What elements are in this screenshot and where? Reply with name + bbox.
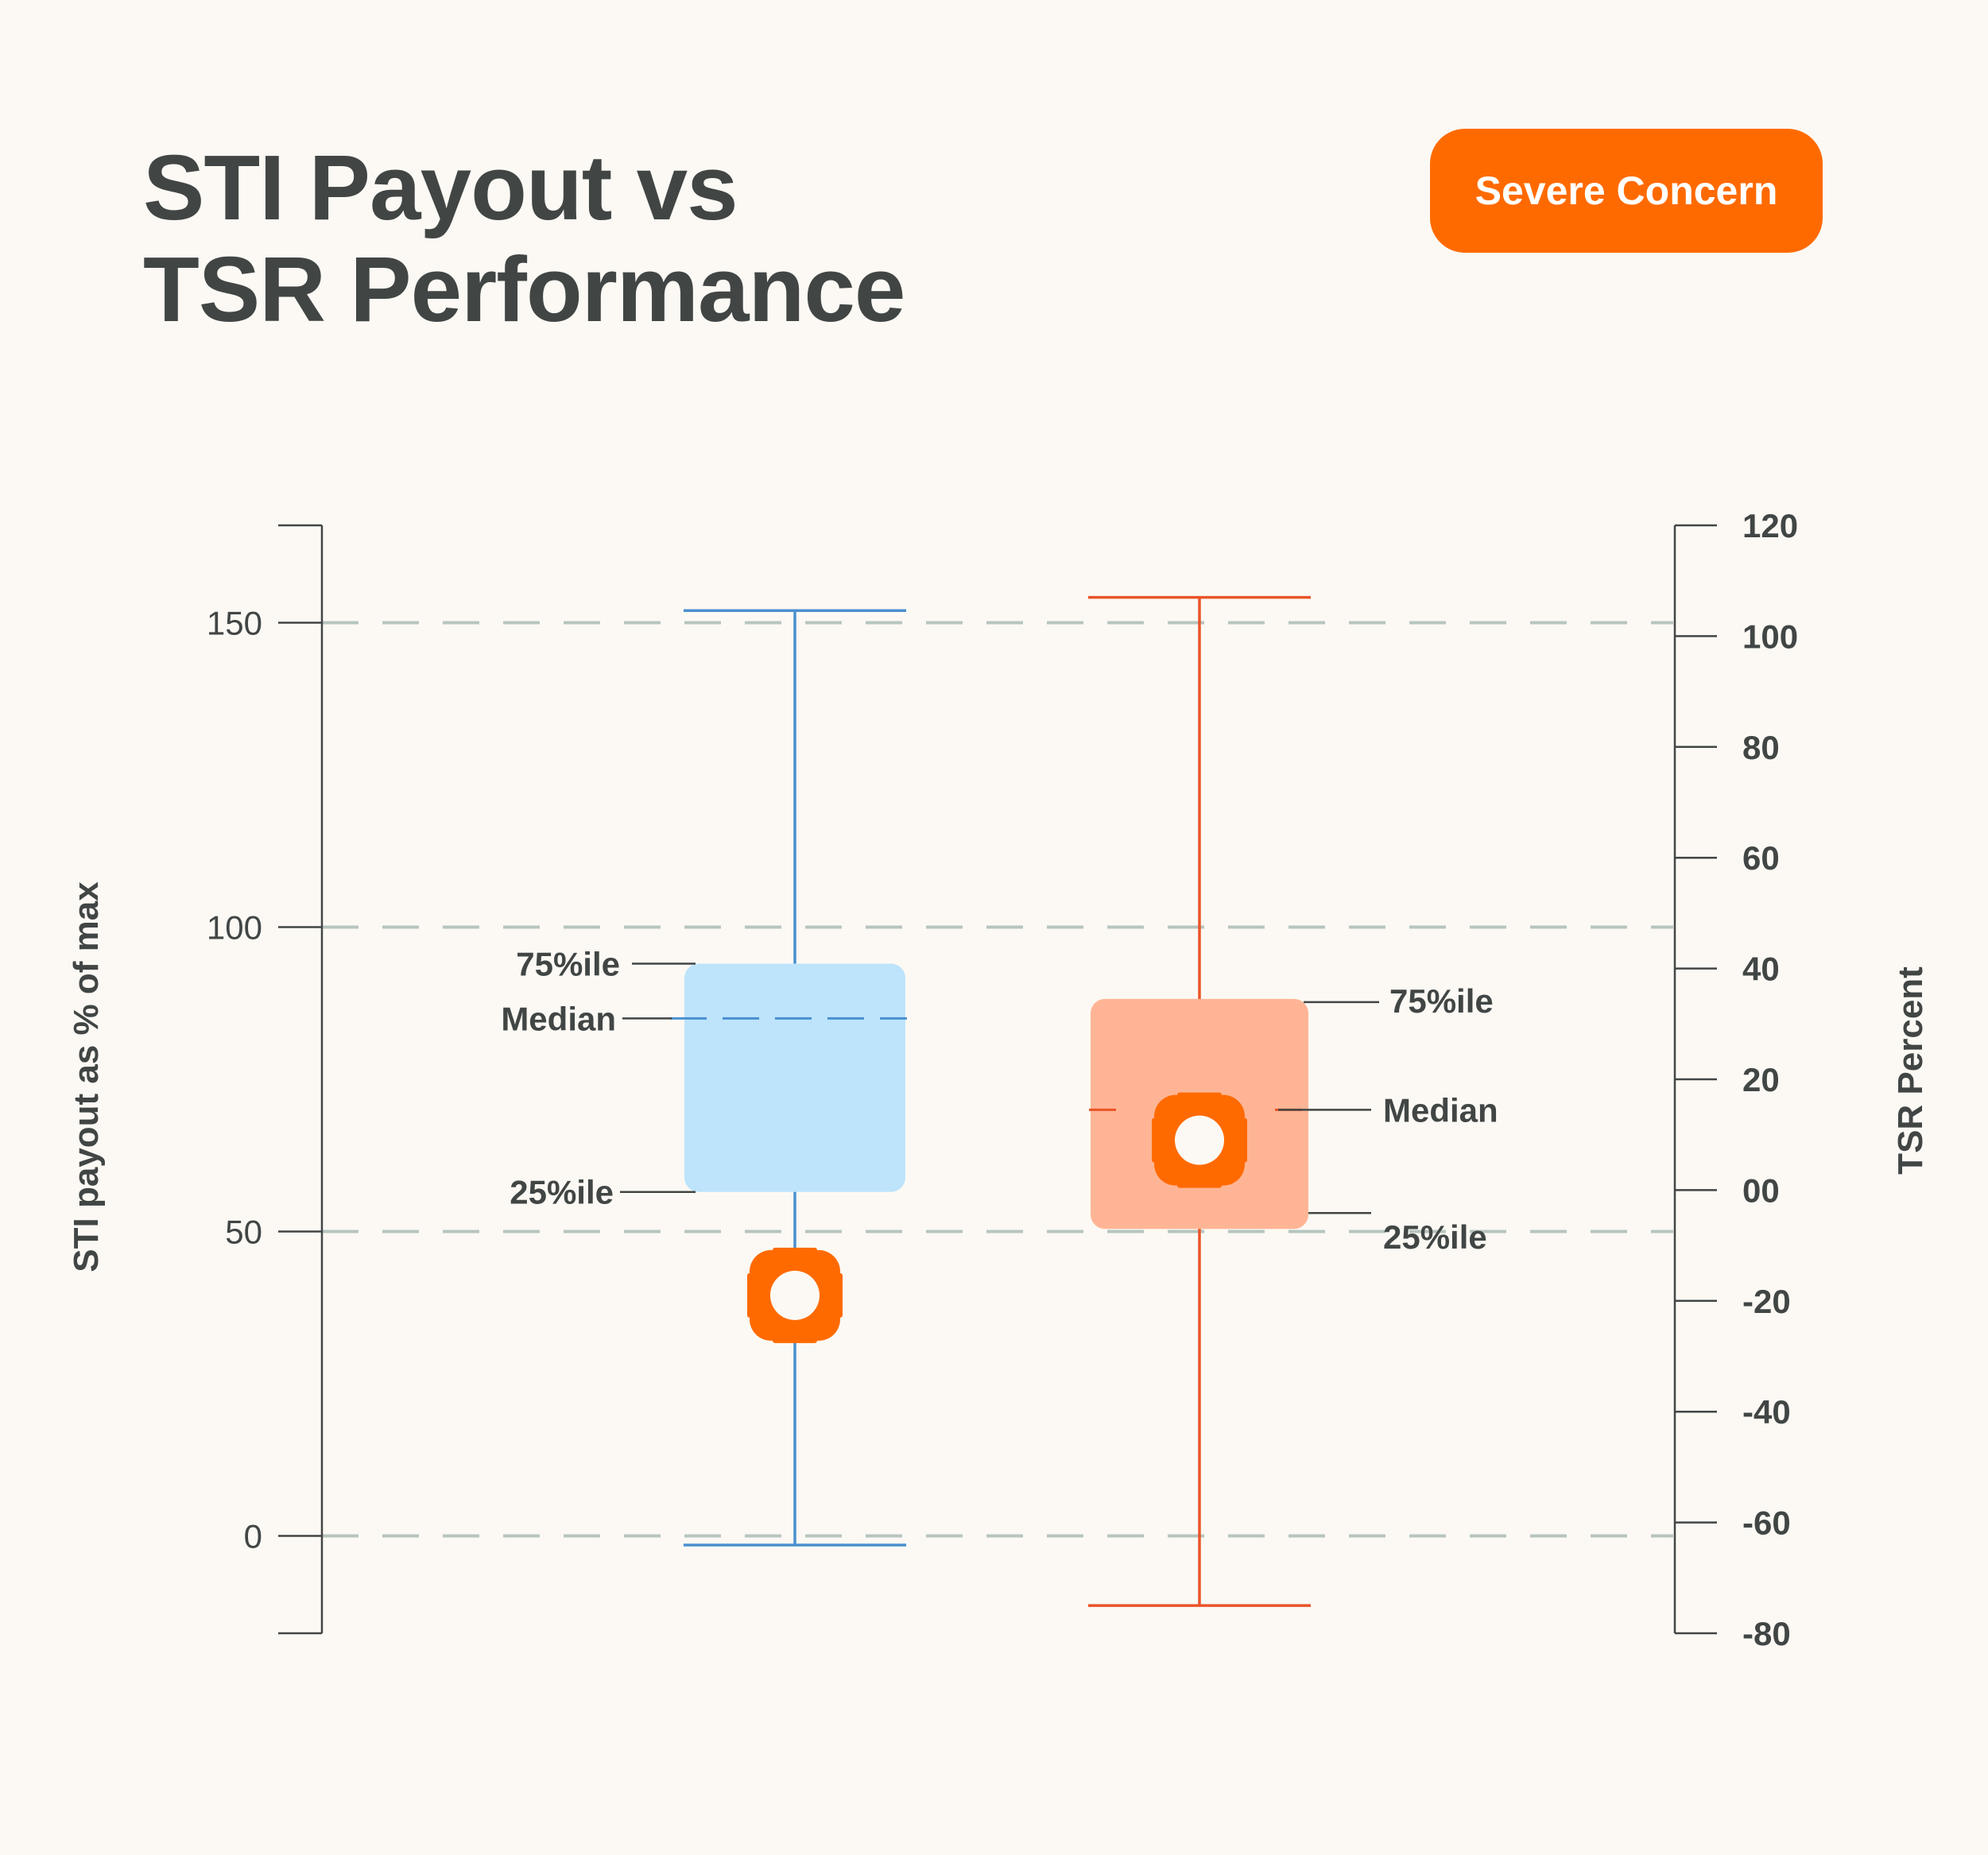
gridlines [322,621,1673,1538]
right-axis-tick-label: 80 [1742,729,1780,766]
left-axis-tick-label: 100 [207,909,262,947]
left-axis-tick-label: 50 [225,1213,262,1250]
box-2: 75%ile Median 25%ile [1088,595,1498,1607]
right-axis-tick-label: 120 [1742,507,1798,544]
undefined-q1-label: 25%ile [510,1174,614,1211]
box-1: 75%ile Median 25%ile [501,609,907,1547]
left-axis-label: STI payout as % of max [67,881,106,1272]
right-axis-tick-label: 100 [1742,618,1798,655]
right-axis-label: TSR Percent [1891,966,1930,1175]
left-axis-tick-label: 0 [244,1517,262,1555]
left-axis: 0 50 100 150 [207,524,324,1635]
right-axis-tick-label: -20 [1742,1283,1791,1320]
right-axis-tick-label: 20 [1742,1061,1780,1098]
right-axis: 120 100 80 60 40 20 00 -20 -40 -60 -80 [1673,507,1798,1652]
undefined-q3-label: 75%ile [516,945,620,982]
undefined-median-label: Median [501,1000,616,1037]
right-axis-tick-label: -60 [1742,1505,1791,1542]
right-axis-tick-label: 60 [1742,839,1780,877]
box2-q3-label: 75%ile [1389,982,1494,1020]
median-marker-icon [1152,1092,1247,1188]
boxes: 75%ile Median 25%ile 75%ile Median 25%ile [501,595,1498,1607]
box-iqr [684,963,905,1192]
box2-median-label: Median [1383,1091,1498,1129]
right-axis-tick-label: 40 [1742,951,1780,988]
right-axis-tick-label: 00 [1742,1171,1780,1209]
box2-q1-label: 25%ile [1383,1218,1487,1256]
page-title-line-1: STI Payout vs [143,136,738,239]
left-axis-tick-label: 150 [207,605,262,642]
severe-concern-badge[interactable]: Severe Concern [1430,129,1823,253]
median-marker-icon [747,1247,843,1343]
right-axis-tick-label: -80 [1742,1615,1791,1652]
right-axis-tick-label: -40 [1742,1393,1791,1431]
page-title-line-2: TSR Performance [143,238,905,341]
